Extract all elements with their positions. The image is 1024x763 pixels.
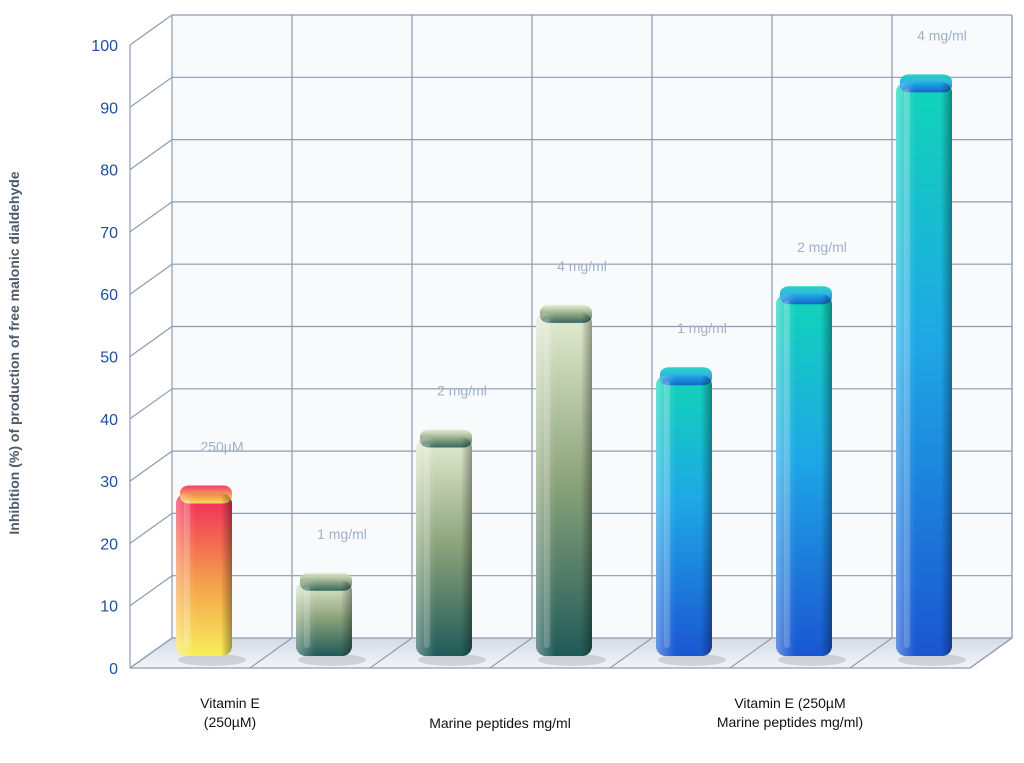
y-tick-label: 10 [100,599,118,616]
bar-shadow [178,654,246,666]
category-label-line2: (250µM) [203,714,257,730]
bar-highlight [544,318,550,648]
y-tick-label: 30 [100,474,118,491]
bar-highlight [904,88,910,648]
y-axis-label: Inhibition (%) of production of free mal… [6,171,22,535]
bar-highlight [664,381,670,648]
bar-shadow [418,654,486,666]
bar-shading [896,82,952,656]
bar-3: 2 mg/ml [416,382,487,666]
category-label-line1: Marine peptides mg/ml [429,715,571,731]
bar-2: 1 mg/ml [296,526,367,666]
bar-label: 1 mg/ml [317,526,367,542]
bar-shading [776,294,832,656]
bar-shadow [538,654,606,666]
y-tick-label: 40 [100,412,118,429]
y-tick-label: 50 [100,350,118,367]
category-label-line1: Vitamin E (250µM [734,695,846,711]
floor-gridline [849,637,893,669]
category-label-vitamin-e: Vitamin E (250µM) [150,694,310,732]
bar-shadow [898,654,966,666]
y-tick-label: 0 [109,661,118,678]
bar-shadow [778,654,846,666]
bar-label: 1 mg/ml [677,320,727,336]
floor-gridline [729,637,773,669]
bar-4: 4 mg/ml [536,258,607,666]
floor-gridline [129,637,173,669]
bar-7: 4 mg/ml [896,27,967,666]
y-tick-label: 100 [91,38,118,55]
floor-gridline [369,637,413,669]
bar-label: 4 mg/ml [917,27,967,43]
category-label-marine-peptides: Marine peptides mg/ml [380,714,620,733]
bar-highlight [424,443,430,648]
bar-label: 250µM [200,439,243,455]
y-tick-label: 20 [100,536,118,553]
bar-6: 2 mg/ml [776,239,847,666]
bar-label: 2 mg/ml [437,382,487,398]
bar-label: 2 mg/ml [797,239,847,255]
bar-1: 250µM [176,439,246,666]
y-tick-label: 70 [100,225,118,242]
bar-label: 4 mg/ml [557,258,607,274]
y-tick-label: 90 [100,100,118,117]
floor-gridline [489,637,533,669]
bar-5: 1 mg/ml [656,320,727,666]
bar-shading [296,580,352,656]
bar-shadow [298,654,366,666]
category-label-line1: Vitamin E [200,695,260,711]
bar-highlight [184,499,190,648]
y-tick-label: 80 [100,163,118,180]
floor-gridline [609,637,653,669]
bar-shading [416,437,472,656]
floor-gridline [249,637,293,669]
category-label-line2: Marine peptides mg/ml) [716,714,864,730]
bar-highlight [304,586,310,648]
category-label-combination: Vitamin E (250µM Marine peptides mg/ml) [680,694,900,732]
bar-shading [536,312,592,656]
bar-shadow [658,654,726,666]
bar-highlight [784,300,790,648]
floor-edge [969,637,1013,669]
y-tick-label: 60 [100,287,118,304]
bar-shading [176,493,232,656]
bar-shading [656,375,712,656]
